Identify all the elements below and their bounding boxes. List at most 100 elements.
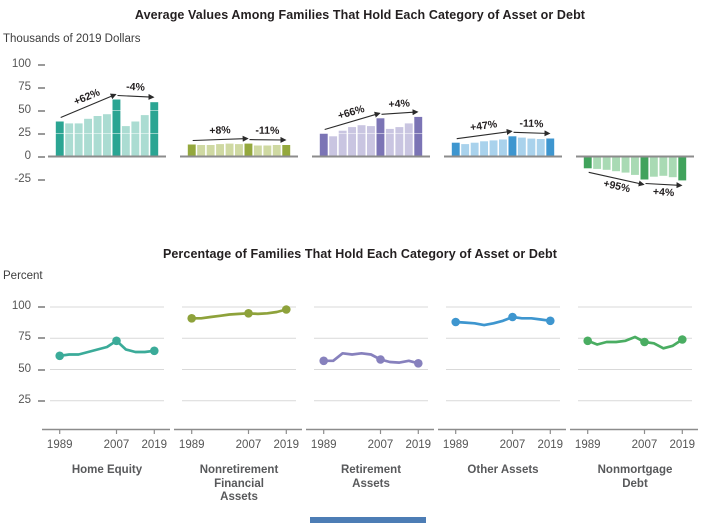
pct-change-label: -11% bbox=[255, 125, 280, 137]
top-y-tick-mark bbox=[38, 86, 45, 89]
bar-2001 bbox=[621, 157, 630, 173]
bar-2004 bbox=[367, 126, 375, 157]
bottom-y-tick-mark bbox=[38, 399, 45, 402]
bar-1989 bbox=[451, 142, 460, 157]
bar-2019 bbox=[150, 102, 159, 157]
bar-2013 bbox=[263, 145, 272, 157]
bar-panel-retirement-assets: +66% +4% bbox=[312, 97, 430, 158]
bar-2013 bbox=[395, 127, 404, 157]
pct-change-arrow bbox=[588, 171, 645, 187]
data-point-2019 bbox=[414, 359, 423, 368]
x-tick-label-2019: 2019 bbox=[537, 439, 564, 451]
data-point-2007 bbox=[508, 312, 517, 322]
bar-1992 bbox=[461, 144, 470, 157]
data-point-2019 bbox=[678, 335, 687, 344]
top-y-tick-mark bbox=[38, 155, 45, 158]
category-label-nonretirement-financial-assets: Nonretirement Financial Assets bbox=[199, 464, 279, 504]
bar-1998 bbox=[612, 157, 620, 172]
data-point-2007 bbox=[244, 309, 253, 318]
pct-change-label: -4% bbox=[126, 81, 146, 94]
bar-1998 bbox=[216, 144, 224, 157]
bar-2004 bbox=[631, 157, 639, 175]
bar-1992 bbox=[197, 145, 206, 157]
bar-2019 bbox=[678, 157, 687, 181]
bar-2019 bbox=[414, 116, 423, 157]
bar-1992 bbox=[593, 157, 602, 169]
bar-2007 bbox=[376, 118, 385, 157]
top-y-tick-label: -25 bbox=[14, 172, 31, 185]
bar-1989 bbox=[55, 121, 64, 157]
bar-panel-other-assets: +47% -11% bbox=[444, 109, 562, 158]
x-tick-label-2007: 2007 bbox=[367, 439, 394, 451]
pct-change-label: +66% bbox=[337, 103, 367, 122]
x-tick-label-2019: 2019 bbox=[669, 439, 696, 451]
data-point-2019 bbox=[546, 316, 555, 326]
bar-panel-home-equity: +62% -4% bbox=[48, 81, 166, 158]
trend-line bbox=[322, 351, 420, 365]
bar-2013 bbox=[659, 157, 668, 176]
bar-2010 bbox=[121, 126, 130, 157]
top-y-tick-label: 25 bbox=[18, 126, 31, 139]
bar-2010 bbox=[649, 157, 658, 177]
x-tick-label-1989: 1989 bbox=[442, 439, 469, 451]
top-y-tick-label: 50 bbox=[18, 103, 31, 116]
data-point-2007 bbox=[112, 336, 121, 346]
bar-2001 bbox=[357, 125, 366, 157]
bottom-chart-title: Percentage of Families That Hold Each Ca… bbox=[162, 247, 558, 261]
bar-1989 bbox=[187, 144, 196, 157]
x-tick-label-1989: 1989 bbox=[46, 439, 73, 451]
pct-change-label: -11% bbox=[519, 118, 544, 131]
x-tick-label-1989: 1989 bbox=[178, 439, 205, 451]
top-y-tick-label: 100 bbox=[11, 57, 31, 70]
line-panel-home-equity bbox=[42, 306, 170, 434]
trend-line bbox=[454, 315, 552, 327]
bottom-y-tick-label: 50 bbox=[18, 362, 31, 375]
bar-1992 bbox=[329, 136, 338, 157]
data-point-2019 bbox=[150, 346, 159, 356]
line-panel-nonretirement-financial-assets bbox=[174, 305, 302, 434]
bar-2013 bbox=[131, 121, 140, 157]
pct-change-label: +95% bbox=[602, 178, 632, 196]
data-point-1989 bbox=[55, 351, 64, 361]
bar-2010 bbox=[253, 145, 262, 157]
pct-change-arrow bbox=[456, 128, 513, 140]
top-y-tick-mark bbox=[38, 109, 45, 112]
trend-line bbox=[190, 308, 288, 320]
x-tick-label-2019: 2019 bbox=[405, 439, 432, 451]
data-point-2019 bbox=[282, 305, 291, 314]
trend-line bbox=[58, 339, 156, 358]
pct-change-arrow bbox=[117, 93, 155, 100]
bar-1995 bbox=[206, 145, 215, 157]
bar-2016 bbox=[272, 145, 281, 157]
top-y-tick-mark bbox=[38, 132, 45, 135]
x-tick-label-2007: 2007 bbox=[499, 439, 526, 451]
x-tick-label-1989: 1989 bbox=[310, 439, 337, 451]
top-y-tick-label: 75 bbox=[18, 80, 31, 93]
trend-line bbox=[586, 335, 684, 350]
x-tick-label-2019: 2019 bbox=[141, 439, 168, 451]
bar-panel-nonmortgage-debt: +95% +4% bbox=[576, 109, 694, 199]
bottom-y-tick-label: 75 bbox=[18, 331, 31, 344]
bar-2019 bbox=[546, 138, 555, 157]
bottom-y-tick-label: 100 bbox=[11, 300, 31, 312]
bar-2007 bbox=[244, 143, 253, 157]
pct-change-arrow bbox=[60, 93, 117, 119]
data-point-1989 bbox=[451, 317, 461, 327]
bar-2010 bbox=[517, 137, 526, 157]
bar-1995 bbox=[602, 157, 611, 170]
bar-1995 bbox=[470, 142, 479, 157]
bar-1989 bbox=[583, 157, 592, 169]
top-chart-title: Average Values Among Families That Hold … bbox=[134, 8, 586, 22]
bar-2016 bbox=[536, 139, 545, 157]
bottom-y-tick-label: 25 bbox=[18, 393, 31, 406]
bar-1989 bbox=[319, 133, 328, 157]
bar-2001 bbox=[489, 140, 498, 157]
category-label-nonmortgage-debt: Nonmortgage Debt bbox=[597, 464, 673, 490]
data-point-1989 bbox=[187, 314, 196, 323]
bar-2016 bbox=[140, 115, 149, 157]
bar-2004 bbox=[499, 139, 507, 157]
pct-change-arrow bbox=[381, 109, 419, 116]
bar-1998 bbox=[480, 141, 488, 157]
